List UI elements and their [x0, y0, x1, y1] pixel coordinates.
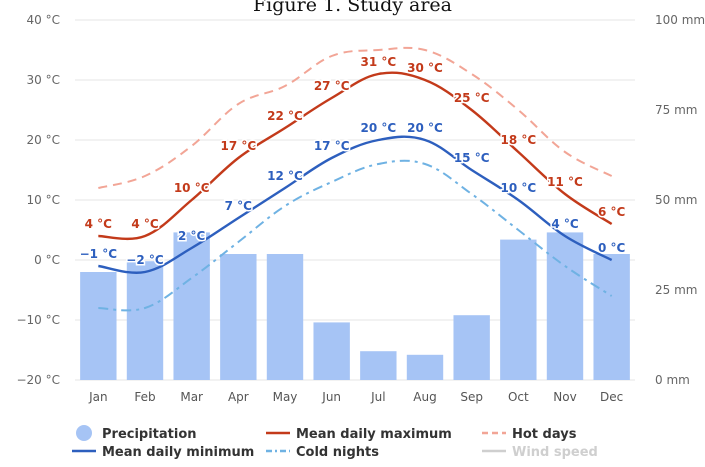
data-label: 17 °C — [314, 139, 350, 153]
data-label: 4 °C — [551, 217, 579, 231]
data-labels: 4 °C 4 °C 10 °C 17 °C 22 °C 27 °C 31 °C 30 °C 25… — [78, 54, 627, 269]
legend-item-wind-speed: Wind speed — [482, 445, 598, 460]
x-tick-label: Jan — [88, 390, 108, 404]
legend-label: Precipitation — [102, 427, 197, 442]
precipitation-bar — [220, 254, 257, 380]
precipitation-bar — [500, 239, 537, 380]
data-label: 20 °C — [407, 121, 443, 135]
x-tick-label: Aug — [413, 390, 436, 404]
x-tick-label: Oct — [508, 390, 529, 404]
precipitation-bar — [173, 232, 210, 380]
right-axis-labels: 0 mm 25 mm 50 mm 75 mm 100 mm — [655, 13, 705, 387]
cold-nights-line — [98, 159, 613, 312]
data-label: 25 °C — [454, 91, 490, 105]
data-label: 12 °C — [267, 169, 303, 183]
precipitation-bar — [313, 322, 350, 380]
left-tick-label: 20 °C — [27, 133, 60, 147]
data-label: 0 °C — [598, 241, 626, 255]
x-tick-label: Mar — [180, 390, 203, 404]
precipitation-bar — [126, 261, 164, 380]
right-tick-label: 100 mm — [655, 13, 705, 27]
legend: Precipitation Mean daily maximum Hot days M… — [72, 425, 598, 460]
data-label: 31 °C — [360, 55, 396, 69]
precipitation-bar — [593, 254, 630, 380]
left-tick-label: 0 °C — [34, 253, 60, 267]
x-tick-label: Jul — [370, 390, 385, 404]
data-label: 7 °C — [225, 199, 253, 213]
mean-daily-minimum-line — [98, 135, 613, 274]
legend-marker — [76, 425, 92, 441]
data-label: 2 °C — [178, 229, 206, 243]
right-tick-label: 50 mm — [655, 193, 697, 207]
left-tick-label: 40 °C — [27, 13, 60, 27]
data-label: −1 °C — [80, 247, 118, 261]
left-tick-label: 30 °C — [27, 73, 60, 87]
right-tick-label: 0 mm — [655, 373, 690, 387]
x-tick-label: Sep — [460, 390, 483, 404]
precipitation-bar — [360, 351, 397, 380]
data-label: 27 °C — [314, 79, 350, 93]
legend-label: Cold nights — [296, 445, 379, 460]
figure-title: Figure 1. Study area — [253, 0, 452, 16]
legend-item-cold-nights: Cold nights — [266, 445, 379, 460]
legend-item-hot-days: Hot days — [482, 427, 577, 442]
legend-label: Hot days — [512, 427, 577, 442]
precipitation-bar — [453, 315, 490, 380]
mean-daily-maximum-line — [98, 71, 613, 241]
left-tick-label: −20 °C — [16, 373, 60, 387]
precipitation-bar — [266, 254, 304, 380]
data-label: 10 °C — [174, 181, 210, 195]
right-tick-label: 25 mm — [655, 283, 697, 297]
x-tick-label: Nov — [553, 390, 576, 404]
legend-item-precipitation: Precipitation — [76, 425, 197, 442]
legend-item-mean-daily-maximum: Mean daily maximum — [266, 427, 452, 442]
legend-item-mean-daily-minimum: Mean daily minimum — [72, 445, 254, 460]
data-label: 4 °C — [131, 217, 159, 231]
left-tick-label: −10 °C — [16, 313, 60, 327]
left-axis-labels: −20 °C −10 °C 0 °C 10 °C 20 °C 30 °C 40 °C — [16, 13, 60, 387]
x-tick-label: Jun — [321, 390, 341, 404]
data-label: 30 °C — [407, 61, 443, 75]
precipitation-bar — [80, 272, 117, 380]
precipitation-bar — [406, 354, 444, 380]
precipitation-bars — [80, 232, 630, 380]
data-label: −2 °C — [126, 253, 164, 267]
grid-lines — [75, 19, 635, 381]
precipitation-bar — [546, 232, 584, 380]
data-label: 15 °C — [454, 151, 490, 165]
data-label: 6 °C — [598, 205, 626, 219]
data-label: 20 °C — [360, 121, 396, 135]
left-tick-label: 10 °C — [27, 193, 60, 207]
x-tick-label: Apr — [228, 390, 249, 404]
hot-days-line — [98, 46, 613, 189]
data-label: 4 °C — [85, 217, 113, 231]
x-axis-labels: Jan Feb Mar Apr May Jun Jul Aug Sep Oct Nov Dec — [88, 390, 623, 404]
legend-label: Mean daily maximum — [296, 427, 452, 442]
legend-label: Wind speed — [512, 445, 598, 460]
x-tick-label: Feb — [134, 390, 155, 404]
data-label: 22 °C — [267, 109, 303, 123]
data-label: 11 °C — [547, 175, 583, 189]
data-label: 10 °C — [500, 181, 536, 195]
x-tick-label: May — [273, 390, 298, 404]
legend-label: Mean daily minimum — [102, 445, 254, 460]
data-label: 18 °C — [500, 133, 536, 147]
right-tick-label: 75 mm — [655, 103, 697, 117]
data-label: 17 °C — [220, 139, 256, 153]
x-tick-label: Dec — [600, 390, 623, 404]
temperature-lines — [98, 46, 613, 312]
